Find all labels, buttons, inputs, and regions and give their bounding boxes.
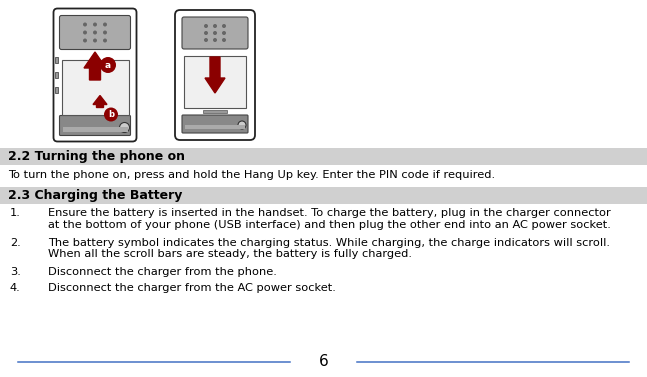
Text: Ensure the battery is inserted in the handset. To charge the battery, plug in th: Ensure the battery is inserted in the ha… <box>48 208 611 230</box>
Text: 4.: 4. <box>10 283 21 293</box>
Text: 2.: 2. <box>10 238 21 247</box>
Circle shape <box>93 23 97 26</box>
FancyArrow shape <box>84 52 106 80</box>
Bar <box>184 56 246 108</box>
Circle shape <box>222 38 226 42</box>
Text: 3.: 3. <box>10 267 21 277</box>
Circle shape <box>213 38 217 42</box>
FancyBboxPatch shape <box>60 15 131 49</box>
FancyBboxPatch shape <box>175 10 255 140</box>
FancyBboxPatch shape <box>182 17 248 49</box>
Circle shape <box>103 38 107 43</box>
Text: b: b <box>108 110 114 119</box>
FancyArrow shape <box>205 57 225 93</box>
Bar <box>0 148 647 165</box>
Circle shape <box>103 31 107 35</box>
Circle shape <box>83 23 87 26</box>
Bar <box>54 87 58 93</box>
FancyBboxPatch shape <box>54 9 137 141</box>
Bar <box>61 60 129 115</box>
Circle shape <box>213 31 217 35</box>
Circle shape <box>222 31 226 35</box>
Bar <box>54 57 58 63</box>
Text: 1.: 1. <box>10 208 21 218</box>
Bar <box>203 110 227 113</box>
Text: a: a <box>105 60 111 69</box>
Circle shape <box>222 24 226 28</box>
Circle shape <box>103 23 107 26</box>
Circle shape <box>100 57 116 73</box>
FancyArrow shape <box>93 95 107 107</box>
Circle shape <box>93 31 97 35</box>
Bar <box>54 72 58 78</box>
Text: The battery symbol indicates the charging status. While charging, the charge ind: The battery symbol indicates the chargin… <box>48 238 610 259</box>
Circle shape <box>204 31 208 35</box>
Circle shape <box>83 38 87 43</box>
Circle shape <box>93 38 97 43</box>
FancyBboxPatch shape <box>60 115 131 135</box>
Circle shape <box>213 24 217 28</box>
Text: 2.2 Turning the phone on: 2.2 Turning the phone on <box>8 150 185 163</box>
Bar <box>0 187 647 204</box>
FancyBboxPatch shape <box>182 115 248 133</box>
Circle shape <box>238 121 246 129</box>
Circle shape <box>204 38 208 42</box>
Circle shape <box>104 107 118 121</box>
Circle shape <box>120 123 129 132</box>
Text: 2.3 Charging the Battery: 2.3 Charging the Battery <box>8 189 182 202</box>
Circle shape <box>83 31 87 35</box>
Text: Disconnect the charger from the phone.: Disconnect the charger from the phone. <box>48 267 277 277</box>
Bar <box>185 125 245 129</box>
Text: Disconnect the charger from the AC power socket.: Disconnect the charger from the AC power… <box>48 283 336 293</box>
Bar <box>63 127 127 132</box>
Circle shape <box>204 24 208 28</box>
Text: 6: 6 <box>318 354 329 369</box>
Text: To turn the phone on, press and hold the Hang Up key. Enter the PIN code if requ: To turn the phone on, press and hold the… <box>8 170 495 180</box>
